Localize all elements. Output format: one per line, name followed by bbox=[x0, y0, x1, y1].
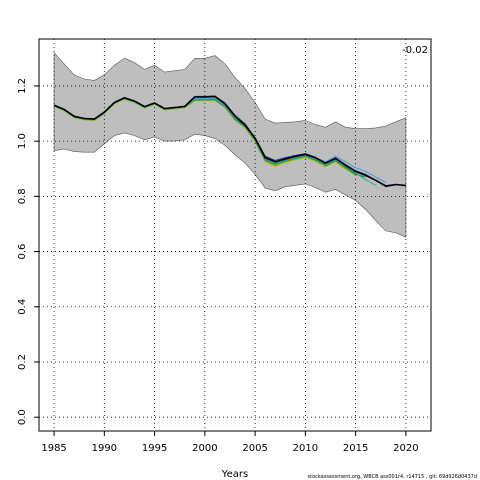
y-axis: 0.0 0.2 0.4 0.6 0.8 1.0 1.2 bbox=[17, 78, 39, 425]
y-tick-label: 0.2 bbox=[17, 354, 28, 370]
y-tick-label: 0.6 bbox=[17, 244, 28, 260]
y-tick-label: 1.2 bbox=[17, 78, 28, 94]
series-lines bbox=[53, 95, 406, 188]
x-tick-label: 2000 bbox=[192, 443, 217, 454]
x-tick-label: 1985 bbox=[41, 443, 66, 454]
x-tick-label: 2015 bbox=[343, 443, 368, 454]
x-tick-label: 2005 bbox=[242, 443, 267, 454]
x-tick-label: 2010 bbox=[293, 443, 318, 454]
confidence-band bbox=[53, 52, 407, 238]
y-tick-label: 1.0 bbox=[17, 133, 28, 149]
footer-credit: stockassessment.org, WBCB ass001r4, r147… bbox=[308, 474, 478, 480]
x-axis-title: Years bbox=[221, 469, 248, 480]
x-tick-label: 1990 bbox=[92, 443, 117, 454]
corner-annotation: -0.02 bbox=[402, 45, 428, 56]
x-tick-label: 2020 bbox=[393, 443, 418, 454]
grid bbox=[39, 39, 431, 431]
x-axis: 1985 1990 1995 2000 2005 2010 2015 2020 bbox=[41, 431, 419, 454]
confidence-band-area bbox=[53, 52, 407, 238]
plot-frame bbox=[38, 38, 432, 432]
y-tick-label: 0.4 bbox=[17, 299, 28, 315]
y-tick-label: 0.8 bbox=[17, 188, 28, 204]
series-line bbox=[53, 95, 406, 187]
y-tick-label: 0.0 bbox=[17, 409, 28, 425]
x-tick-label: 1995 bbox=[142, 443, 167, 454]
